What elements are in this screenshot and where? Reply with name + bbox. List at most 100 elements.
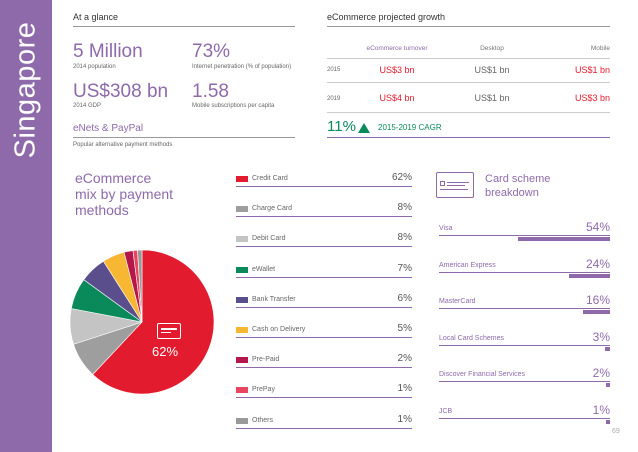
pie-slice-others — [137, 249, 143, 323]
legend-swatch — [236, 297, 248, 303]
growth-row-turnover: US$3 bn — [379, 65, 415, 75]
scheme-value: 3% — [592, 330, 610, 344]
payment-mix-pie-chart — [69, 249, 215, 395]
legend-label: PrePay — [252, 386, 275, 393]
legend-value: 7% — [397, 263, 412, 274]
legend-swatch — [236, 387, 248, 393]
legend-swatch — [236, 357, 248, 363]
legend-label: Credit Card — [252, 175, 288, 182]
growth-row-desktop: US$1 bn — [474, 93, 510, 103]
cagr-label: 2015-2019 CAGR — [378, 123, 442, 132]
growth-header-turnover: eCommerce turnover — [366, 45, 428, 52]
scheme-value: 1% — [592, 403, 610, 417]
legend-item: Debit Card 8% — [236, 232, 412, 250]
schemes-title-line: Card scheme — [485, 173, 551, 185]
scheme-label: Local Card Schemes — [439, 335, 504, 342]
scheme-label: MasterCard — [439, 298, 476, 305]
stat-population-value: 5 Million — [73, 41, 143, 62]
growth-header-mobile: Mobile — [590, 45, 610, 52]
legend-value: 1% — [397, 383, 412, 394]
legend-label: Cash on Delivery — [252, 326, 306, 333]
growth-row-desktop: US$1 bn — [474, 65, 510, 75]
scheme-label: Discover Financial Services — [439, 371, 525, 378]
payment-methods-label: Popular alternative payment methods — [73, 142, 173, 148]
mix-title-line: eCommerce — [75, 170, 152, 186]
legend-label: Bank Transfer — [252, 296, 296, 303]
card-stripe — [447, 185, 465, 186]
mix-title-line: methods — [75, 202, 129, 218]
stat-mobile-label: Mobile subscriptions per capita — [192, 103, 275, 109]
legend-value: 1% — [397, 414, 412, 425]
credit-card-icon — [157, 323, 181, 339]
divider — [439, 381, 610, 382]
scheme-bar — [606, 420, 610, 424]
divider — [327, 112, 610, 113]
legend-swatch — [236, 327, 248, 333]
page-number: 69 — [612, 428, 620, 435]
scheme-label: American Express — [439, 262, 496, 269]
legend-item: Pre-Paid 2% — [236, 353, 412, 371]
card-stripe — [440, 189, 468, 190]
legend-value: 62% — [391, 172, 412, 183]
country-title: Singapore — [9, 21, 42, 159]
legend-item: Charge Card 8% — [236, 202, 412, 220]
sidebar: Singapore — [0, 0, 52, 452]
divider — [73, 26, 295, 27]
divider — [236, 337, 412, 338]
legend-swatch — [236, 206, 248, 212]
legend-value: 2% — [397, 353, 412, 364]
credit-card-icon — [436, 172, 474, 198]
pie-slice-credit-card — [92, 249, 215, 395]
divider — [236, 246, 412, 247]
stat-gdp-value: US$308 bn — [73, 81, 169, 102]
card-chip — [440, 181, 445, 186]
divider — [439, 345, 610, 346]
card-stripe — [161, 328, 177, 330]
legend-value: 5% — [397, 323, 412, 334]
growth-row-year: 2015 — [327, 67, 341, 73]
scheme-bar — [569, 274, 610, 278]
legend-value: 8% — [397, 202, 412, 213]
divider — [327, 82, 610, 83]
scheme-bar — [606, 383, 610, 387]
stat-gdp-label: 2014 GDP — [73, 103, 102, 109]
scheme-label: Visa — [439, 225, 453, 232]
growth-row-turnover: US$4 bn — [379, 93, 415, 103]
legend-item: Credit Card 62% — [236, 172, 412, 190]
legend-swatch — [236, 236, 248, 242]
divider — [236, 367, 412, 368]
payment-methods-value: eNets & PayPal — [73, 123, 144, 134]
legend-swatch — [236, 418, 248, 424]
scheme-value: 24% — [585, 257, 610, 271]
legend-label: Pre-Paid — [252, 356, 280, 363]
legend-label: Debit Card — [252, 235, 286, 242]
mix-title-line: mix by payment — [75, 186, 174, 202]
glance-title: At a glance — [73, 12, 119, 22]
legend-item: eWallet 7% — [236, 263, 412, 281]
divider — [327, 26, 610, 27]
scheme-bar — [518, 237, 610, 241]
divider — [439, 235, 610, 236]
legend-item: Others 1% — [236, 414, 412, 432]
pie-label: 62% — [152, 344, 179, 359]
legend-item: Cash on Delivery 5% — [236, 323, 412, 341]
stat-internet-label: Internet penetration (% of population) — [192, 64, 292, 70]
growth-row-year: 2019 — [327, 96, 341, 102]
stat-mobile-value: 1.58 — [192, 81, 229, 102]
legend-item: Bank Transfer 6% — [236, 293, 412, 311]
divider — [439, 418, 610, 419]
legend-label: Others — [252, 417, 274, 424]
growth-row-mobile: US$1 bn — [574, 65, 610, 75]
legend-swatch — [236, 267, 248, 273]
divider — [439, 308, 610, 309]
growth-row-mobile: US$3 bn — [574, 93, 610, 103]
stat-population-label: 2014 population — [73, 64, 116, 70]
scheme-value: 2% — [592, 366, 610, 380]
legend-label: eWallet — [252, 266, 276, 273]
divider — [439, 272, 610, 273]
divider — [327, 137, 610, 138]
scheme-bar — [604, 347, 610, 351]
legend-item: PrePay 1% — [236, 383, 412, 401]
scheme-value: 54% — [585, 220, 610, 234]
cagr-value: 11% — [327, 118, 356, 135]
